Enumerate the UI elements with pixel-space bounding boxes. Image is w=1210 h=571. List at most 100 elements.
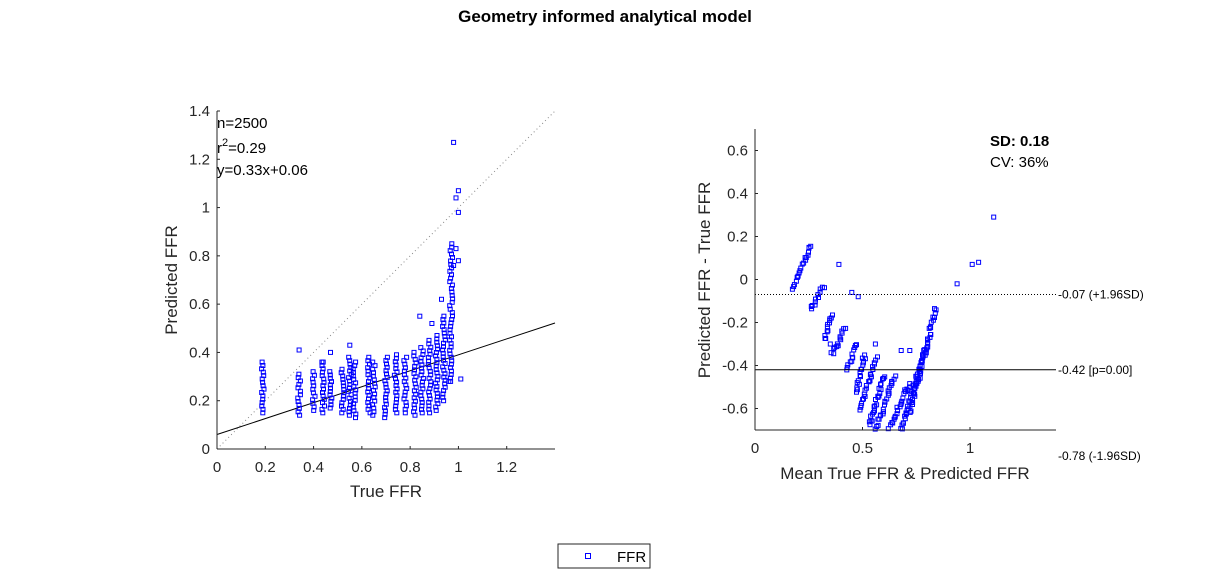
- data-point: [448, 320, 454, 326]
- data-point: [347, 361, 353, 367]
- data-point: [822, 285, 827, 291]
- reference-line-label: -0.78 (-1.96SD): [1058, 449, 1141, 463]
- y-tick-label: 0.6: [727, 143, 748, 160]
- data-point: [453, 195, 459, 201]
- data-point: [868, 371, 874, 377]
- data-point: [852, 342, 858, 348]
- data-point: [823, 336, 829, 341]
- data-point: [295, 375, 301, 381]
- data-point: [320, 410, 326, 416]
- data-point: [321, 386, 326, 392]
- data-point: [391, 372, 397, 378]
- data-point: [878, 387, 884, 393]
- data-point: [917, 375, 923, 381]
- data-point: [320, 393, 326, 399]
- data-point: [366, 392, 372, 398]
- data-point: [440, 354, 446, 360]
- right-data-marks: [789, 214, 997, 432]
- data-point: [328, 385, 333, 391]
- annotation-r-sup: 2: [222, 137, 228, 149]
- data-point: [427, 386, 433, 392]
- data-point: [805, 252, 811, 258]
- legend[interactable]: FFR: [557, 543, 651, 569]
- data-point: [392, 359, 398, 365]
- data-point: [863, 385, 869, 391]
- data-point: [439, 296, 444, 302]
- data-point: [869, 418, 875, 424]
- data-point: [383, 401, 389, 407]
- data-point: [426, 341, 432, 347]
- data-point: [328, 398, 334, 404]
- data-point: [319, 373, 325, 379]
- data-point: [433, 367, 439, 372]
- stat-sd: SD: 0.18: [990, 133, 1049, 150]
- data-point: [384, 374, 390, 380]
- data-point: [425, 362, 431, 367]
- data-point: [341, 383, 347, 389]
- data-point: [908, 408, 914, 414]
- data-point: [434, 339, 440, 345]
- data-point: [426, 337, 432, 343]
- data-point: [882, 374, 888, 380]
- data-point: [418, 358, 424, 364]
- data-point: [401, 368, 407, 374]
- data-point: [855, 294, 861, 300]
- data-point: [923, 347, 929, 353]
- data-point: [261, 386, 267, 392]
- data-point: [866, 379, 872, 384]
- data-point: [440, 323, 446, 329]
- x-tick-label: 1: [966, 440, 974, 457]
- data-point: [930, 317, 936, 323]
- data-point: [434, 336, 440, 342]
- x-tick-label: 0.4: [303, 459, 324, 476]
- data-point: [435, 394, 440, 400]
- data-point: [907, 348, 913, 353]
- data-point: [912, 391, 918, 397]
- data-point: [928, 332, 934, 337]
- data-point: [928, 325, 934, 331]
- figure-title: Geometry informed analytical model: [458, 7, 752, 26]
- data-point: [458, 376, 464, 382]
- data-point: [440, 317, 446, 323]
- data-point: [442, 384, 448, 390]
- data-point: [954, 281, 960, 287]
- data-point: [394, 379, 400, 385]
- data-point: [932, 310, 938, 316]
- data-point: [816, 295, 821, 300]
- data-point: [351, 376, 357, 382]
- data-point: [442, 371, 448, 377]
- data-point: [340, 380, 346, 386]
- data-point: [340, 396, 346, 402]
- data-point: [346, 409, 352, 415]
- data-point: [849, 289, 855, 295]
- data-point: [259, 366, 265, 372]
- legend-marker: [585, 553, 591, 559]
- data-point: [834, 341, 840, 347]
- data-point: [365, 358, 371, 364]
- data-point: [899, 398, 905, 404]
- x-tick-label: 1: [454, 459, 462, 476]
- data-point: [295, 395, 301, 401]
- data-point: [874, 402, 880, 408]
- data-point: [327, 375, 333, 381]
- data-point: [871, 360, 877, 366]
- data-point: [434, 397, 440, 403]
- data-point: [366, 403, 372, 409]
- right-y-axis-label: Predicted FFR - True FFR: [695, 182, 714, 378]
- data-point: [320, 366, 326, 372]
- data-point: [441, 374, 447, 380]
- data-point: [440, 394, 446, 400]
- data-point: [418, 365, 424, 371]
- data-point: [803, 257, 809, 263]
- data-point: [393, 389, 399, 395]
- data-point: [872, 341, 878, 347]
- data-point: [295, 385, 301, 391]
- data-point: [448, 344, 454, 350]
- data-point: [346, 375, 352, 381]
- data-point: [260, 383, 266, 389]
- data-point: [339, 400, 345, 406]
- data-point: [419, 369, 425, 375]
- data-point: [843, 325, 849, 331]
- data-point: [319, 363, 325, 368]
- data-point: [440, 347, 446, 353]
